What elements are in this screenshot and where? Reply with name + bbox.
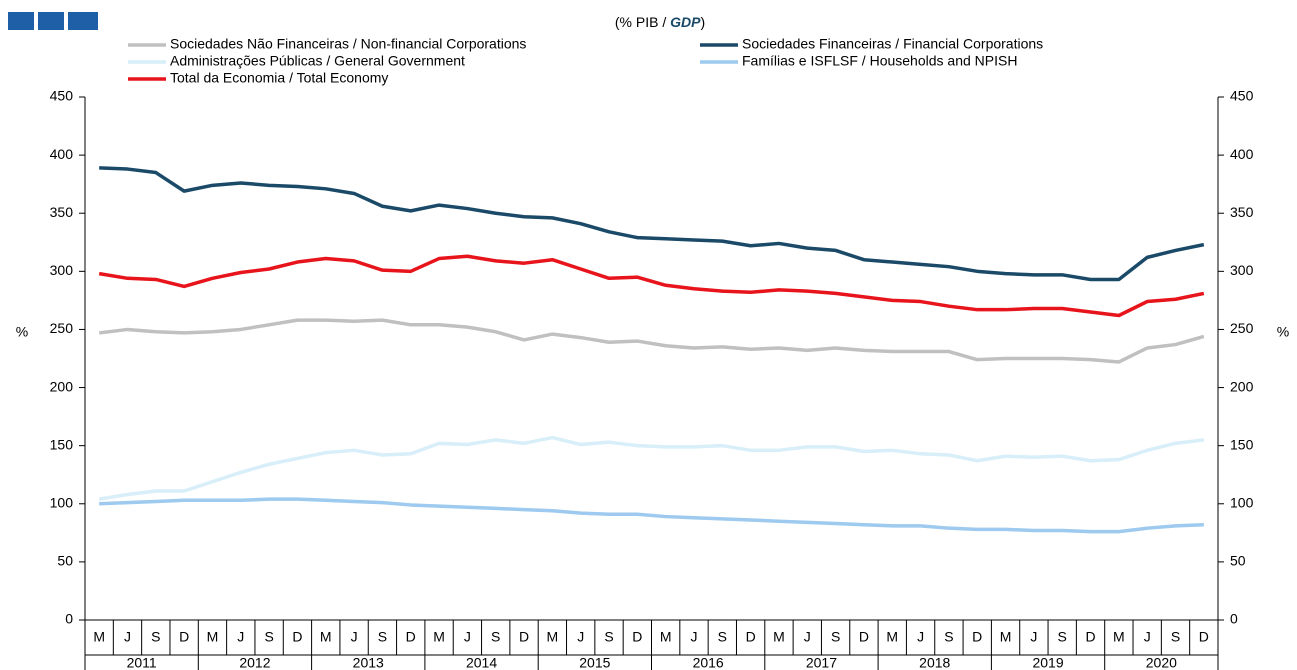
x-tick-label: M: [207, 629, 219, 645]
logo-block: [68, 12, 98, 30]
year-label: 2019: [1032, 655, 1063, 670]
y-tick-label: 400: [50, 146, 74, 162]
x-tick-label: J: [351, 629, 358, 645]
x-tick-label: M: [1113, 629, 1125, 645]
x-tick-label: S: [491, 629, 500, 645]
x-tick-label: S: [378, 629, 387, 645]
x-tick-label: D: [632, 629, 642, 645]
x-tick-label: D: [746, 629, 756, 645]
x-tick-label: D: [859, 629, 869, 645]
y2-tick-label: 350: [1230, 204, 1254, 220]
year-label: 2016: [693, 655, 724, 670]
chart-subtitle: (% PIB / GDP): [615, 14, 705, 30]
legend-label: Sociedades Financeiras / Financial Corpo…: [742, 36, 1043, 52]
x-tick-label: M: [320, 629, 332, 645]
legend-label: Famílias e ISFLSF / Households and NPISH: [742, 53, 1017, 69]
year-label: 2013: [353, 655, 384, 670]
x-tick-label: J: [124, 629, 131, 645]
y2-axis-label: %: [1277, 324, 1289, 340]
y2-tick-label: 0: [1230, 611, 1238, 627]
series-line: [98, 318, 1205, 364]
logo-block: [8, 12, 34, 30]
series-line: [99, 497, 1204, 534]
x-tick-label: D: [406, 629, 416, 645]
x-tick-label: J: [577, 629, 584, 645]
y2-tick-label: 50: [1230, 553, 1246, 569]
y-tick-label: 200: [50, 378, 74, 394]
x-tick-label: M: [93, 629, 105, 645]
x-tick-label: J: [804, 629, 811, 645]
x-tick-label: S: [831, 629, 840, 645]
y2-tick-label: 150: [1230, 436, 1254, 452]
logo-block: [38, 12, 64, 30]
x-tick-label: M: [886, 629, 898, 645]
year-label: 2014: [466, 655, 497, 670]
year-label: 2011: [127, 655, 157, 670]
y2-tick-label: 100: [1230, 494, 1254, 510]
y-tick-label: 0: [65, 611, 73, 627]
year-label: 2020: [1146, 655, 1177, 670]
x-tick-label: S: [151, 629, 160, 645]
y-tick-label: 250: [50, 320, 74, 336]
series-line: [98, 254, 1205, 318]
series-line: [99, 166, 1205, 282]
x-tick-label: D: [292, 629, 302, 645]
y-tick-label: 350: [50, 204, 74, 220]
x-tick-label: J: [237, 629, 244, 645]
x-tick-label: M: [547, 629, 559, 645]
x-tick-label: S: [604, 629, 613, 645]
year-label: 2018: [919, 655, 950, 670]
x-tick-label: M: [660, 629, 672, 645]
x-tick-label: S: [1058, 629, 1067, 645]
x-tick-label: J: [917, 629, 924, 645]
subtitle-part: (% PIB /: [615, 14, 670, 30]
x-tick-label: J: [690, 629, 697, 645]
x-tick-label: D: [519, 629, 529, 645]
y-tick-label: 150: [50, 436, 74, 452]
x-tick-label: J: [1144, 629, 1151, 645]
x-tick-label: S: [944, 629, 953, 645]
x-tick-label: D: [1199, 629, 1209, 645]
x-tick-label: S: [1171, 629, 1180, 645]
legend-label: Administrações Públicas / General Govern…: [170, 53, 465, 69]
y2-tick-label: 250: [1230, 320, 1254, 336]
year-label: 2012: [239, 655, 270, 670]
y-tick-label: 50: [57, 553, 73, 569]
y-axis-label: %: [16, 324, 28, 340]
x-tick-label: D: [1085, 629, 1095, 645]
y2-tick-label: 450: [1230, 88, 1254, 104]
x-tick-label: D: [179, 629, 189, 645]
subtitle-part: GDP: [670, 14, 701, 30]
x-tick-label: M: [433, 629, 445, 645]
y2-tick-label: 300: [1230, 262, 1254, 278]
x-tick-label: S: [718, 629, 727, 645]
legend-label: Sociedades Não Financeiras / Non-financi…: [170, 36, 526, 52]
x-tick-label: M: [773, 629, 785, 645]
subtitle-part: ): [700, 14, 705, 30]
x-tick-label: J: [464, 629, 471, 645]
y2-tick-label: 400: [1230, 146, 1254, 162]
y-tick-label: 450: [50, 88, 74, 104]
year-label: 2017: [806, 655, 837, 670]
year-label: 2015: [579, 655, 610, 670]
legend-label: Total da Economia / Total Economy: [170, 70, 388, 86]
y-tick-label: 100: [50, 494, 74, 510]
y2-tick-label: 200: [1230, 378, 1254, 394]
series-line: [98, 435, 1205, 501]
x-tick-label: D: [972, 629, 982, 645]
x-tick-label: J: [1030, 629, 1037, 645]
y-tick-label: 300: [50, 262, 74, 278]
x-tick-label: S: [264, 629, 273, 645]
x-tick-label: M: [1000, 629, 1012, 645]
